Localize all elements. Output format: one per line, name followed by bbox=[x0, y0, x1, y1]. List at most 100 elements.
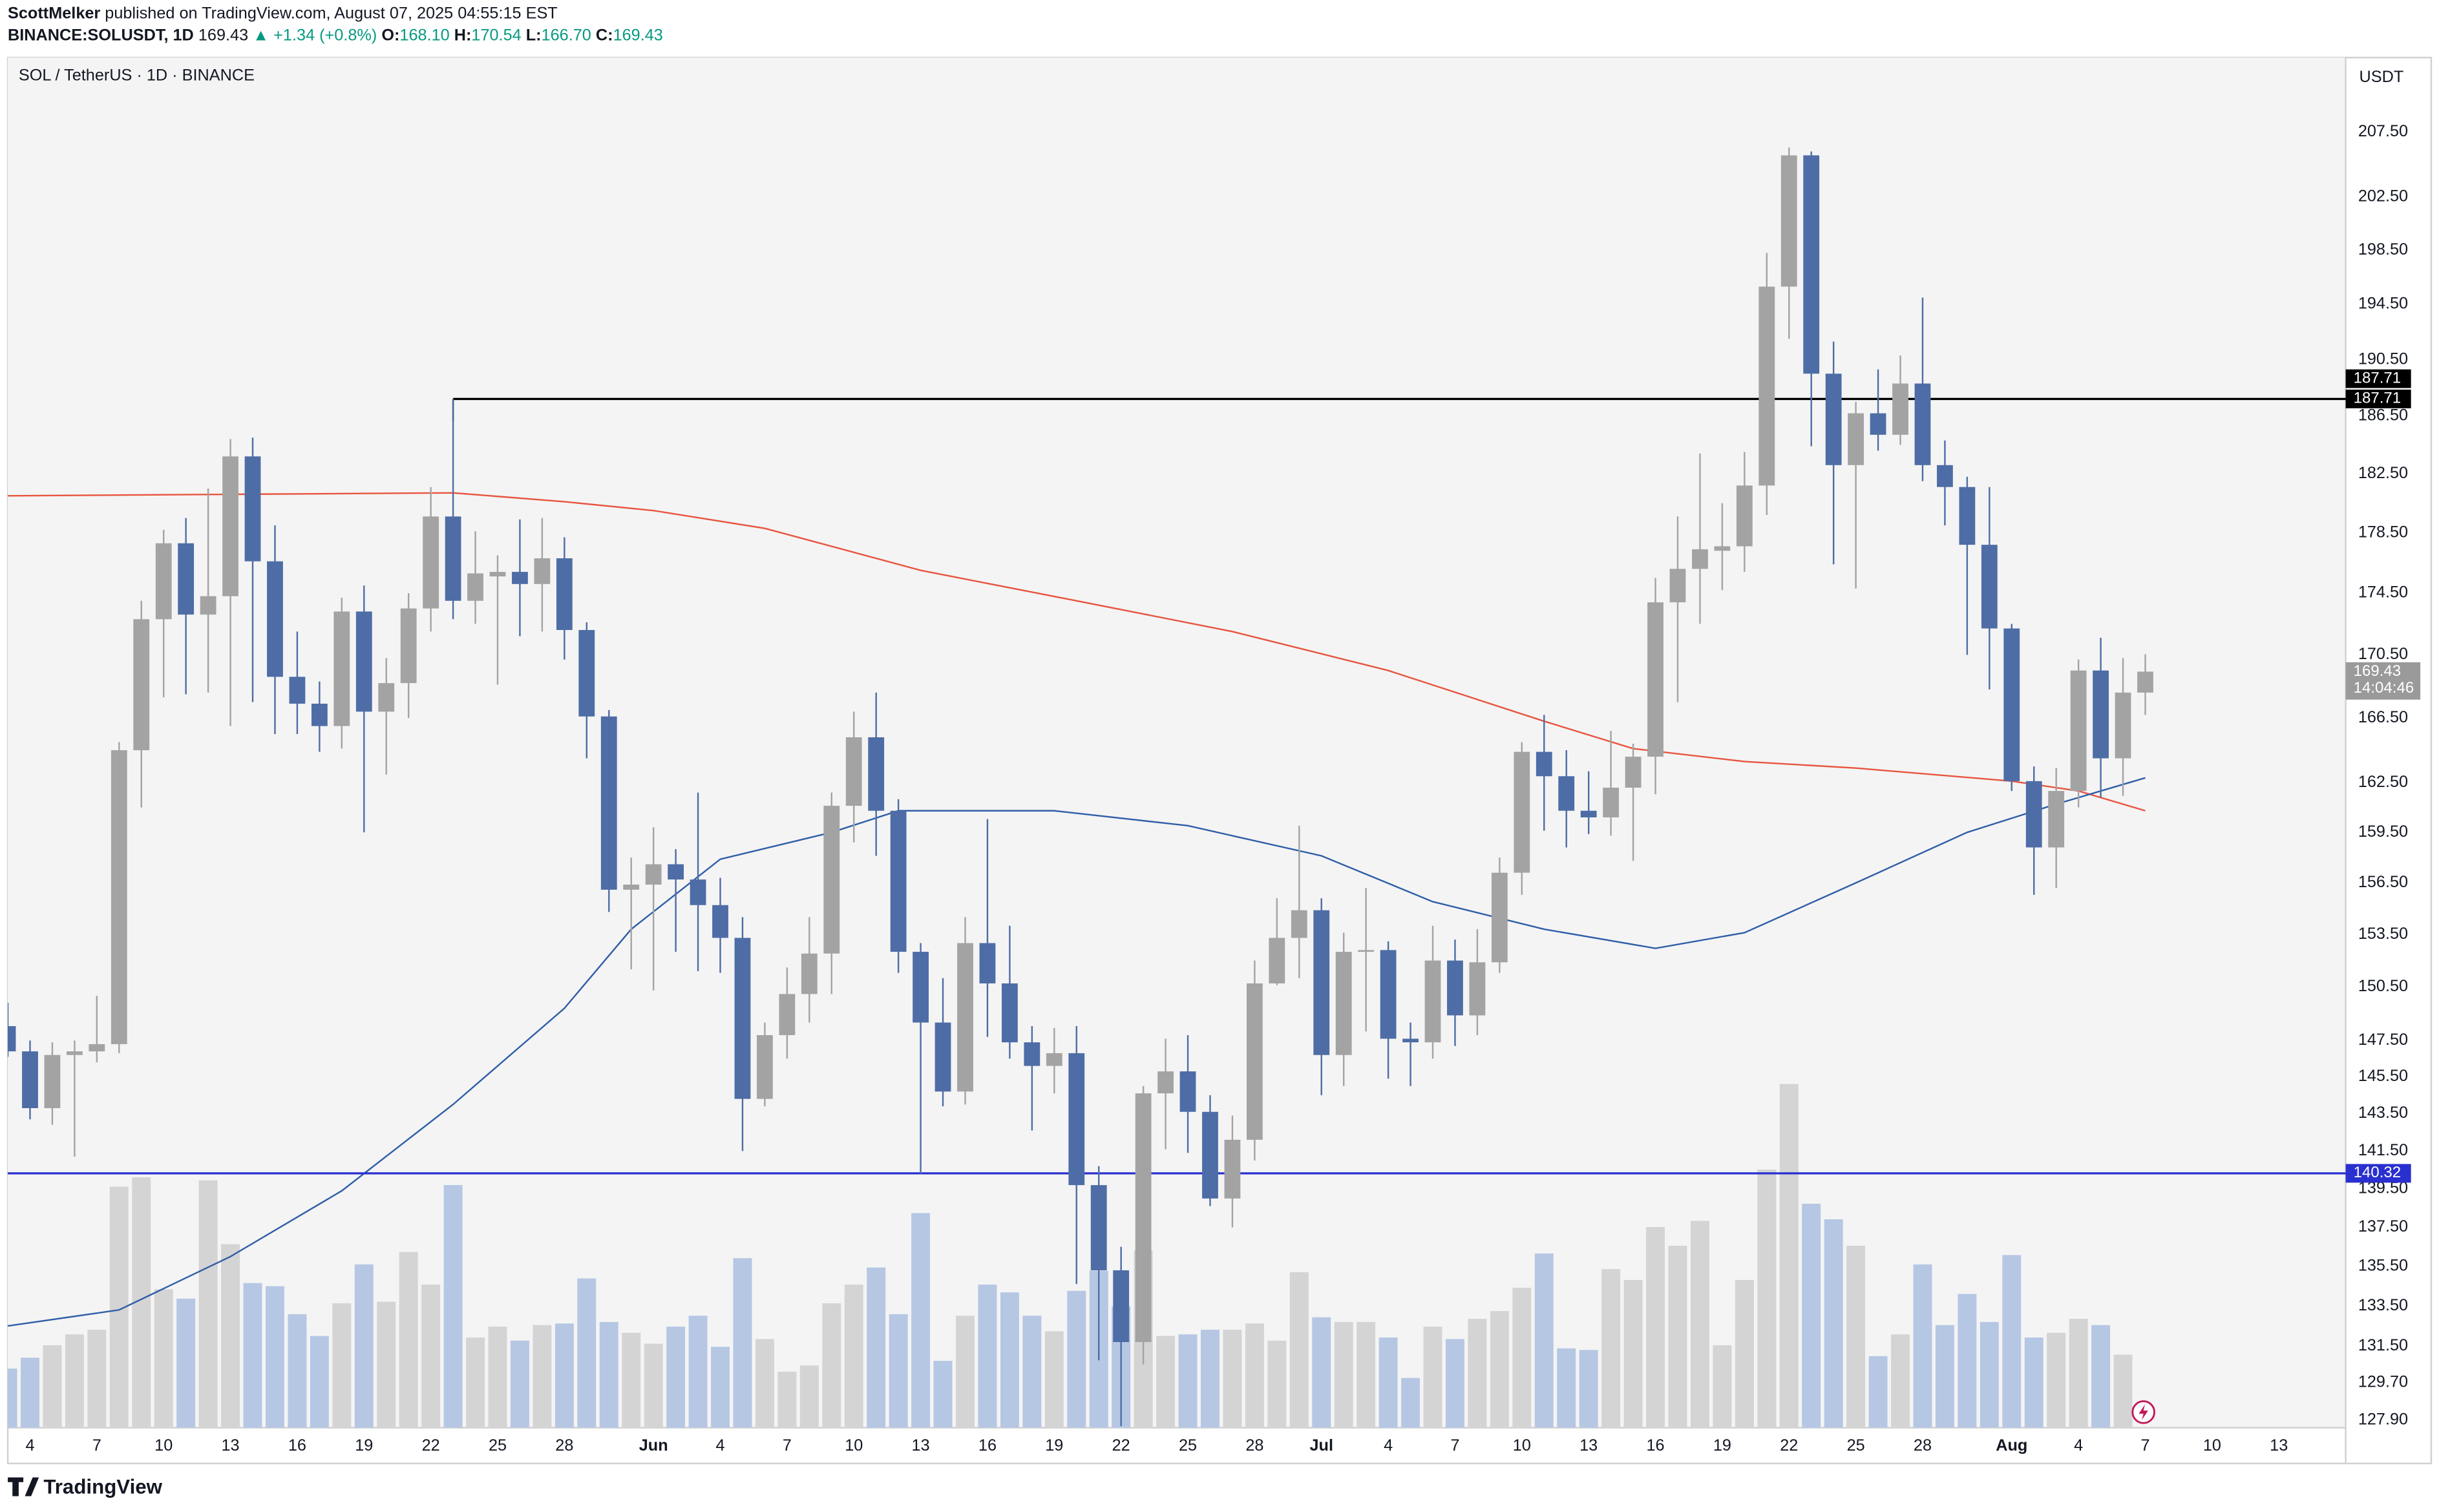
x-tick-label: 25 bbox=[489, 1436, 507, 1454]
candle-body bbox=[2137, 671, 2153, 693]
x-tick-label: 28 bbox=[555, 1436, 573, 1454]
x-tick-label: 13 bbox=[912, 1436, 930, 1454]
volume-bar bbox=[533, 1325, 552, 1428]
y-tick-label: 145.50 bbox=[2358, 1067, 2408, 1085]
axis-layer: 127.90129.70131.50133.50135.50137.50139.… bbox=[25, 122, 2421, 1454]
volume-bar bbox=[1289, 1272, 1309, 1428]
price-label-box bbox=[2345, 389, 2411, 408]
candle-body bbox=[957, 943, 973, 1092]
volume-bar bbox=[711, 1347, 730, 1428]
volume-bar bbox=[1668, 1245, 1687, 1428]
volume-bar bbox=[154, 1289, 173, 1428]
y-tick-label: 137.50 bbox=[2358, 1217, 2408, 1235]
volume-bar bbox=[2113, 1354, 2133, 1428]
candle-body bbox=[2025, 781, 2042, 848]
candle-body bbox=[1269, 938, 1285, 983]
volume-bar bbox=[399, 1252, 418, 1428]
x-tick-label: 28 bbox=[1245, 1436, 1263, 1454]
candle-body bbox=[378, 683, 395, 712]
volume-bar bbox=[1980, 1321, 1999, 1428]
y-tick-label: 141.50 bbox=[2358, 1141, 2408, 1159]
candle-body bbox=[1981, 545, 1998, 629]
candle-body bbox=[1135, 1093, 1152, 1343]
candle-body bbox=[1313, 910, 1330, 1055]
x-tick-label: 4 bbox=[2074, 1436, 2083, 1454]
volume-bar bbox=[1958, 1294, 1977, 1428]
volume-bar bbox=[1156, 1336, 1176, 1428]
volume-bar bbox=[622, 1332, 641, 1428]
volume-bar bbox=[1713, 1345, 1732, 1428]
candle-body bbox=[1736, 485, 1753, 547]
x-tick-label: 25 bbox=[1847, 1436, 1865, 1454]
countdown-label: 14:04:46 bbox=[2354, 679, 2414, 697]
volume-bar bbox=[1935, 1325, 1954, 1428]
change: ▲ +1.34 (+0.8%) bbox=[253, 26, 377, 44]
x-tick-label: 16 bbox=[1646, 1436, 1664, 1454]
candle-body bbox=[845, 737, 862, 806]
volume-bar bbox=[43, 1345, 62, 1428]
x-tick-label: 13 bbox=[2270, 1436, 2288, 1454]
x-tick-label: 22 bbox=[1112, 1436, 1130, 1454]
candle-body bbox=[1335, 952, 1352, 1055]
volume-bar bbox=[577, 1278, 597, 1428]
price-label-box bbox=[2345, 1164, 2411, 1183]
candle-body bbox=[1580, 810, 1597, 817]
y-tick-label: 150.50 bbox=[2358, 977, 2408, 995]
y-tick-label: 194.50 bbox=[2358, 295, 2408, 313]
candle-body bbox=[1625, 757, 1642, 788]
volume-bar bbox=[799, 1365, 819, 1428]
volume-bar bbox=[65, 1334, 84, 1428]
y-tick-label: 198.50 bbox=[2358, 240, 2408, 258]
y-tick-label: 129.70 bbox=[2358, 1373, 2408, 1391]
last-price-box bbox=[2345, 662, 2421, 700]
candle-body bbox=[779, 994, 796, 1035]
candle-body bbox=[66, 1051, 83, 1055]
candle-body bbox=[934, 1022, 951, 1092]
volume-bar bbox=[822, 1303, 841, 1428]
candle-body bbox=[868, 737, 885, 811]
candle-body bbox=[89, 1044, 105, 1052]
volume-bar bbox=[1779, 1084, 1799, 1428]
volume-bar bbox=[332, 1303, 352, 1428]
candle-body bbox=[155, 543, 172, 620]
last: 169.43 bbox=[198, 26, 248, 44]
candle-body bbox=[1157, 1071, 1174, 1094]
x-tick-label: Aug bbox=[1996, 1436, 2027, 1454]
volume-bar bbox=[1690, 1221, 1709, 1428]
ma-layer bbox=[8, 492, 2146, 1327]
volume-bar bbox=[2024, 1337, 2043, 1428]
candle-body bbox=[1179, 1071, 1196, 1112]
volume-bar bbox=[2069, 1319, 2088, 1428]
candle-body bbox=[890, 810, 907, 952]
candle-body bbox=[1825, 373, 1842, 465]
last-price-label: 169.43 bbox=[2354, 662, 2402, 680]
logo-text: TradingView bbox=[43, 1476, 162, 1498]
x-tick-label: 7 bbox=[2140, 1436, 2149, 1454]
candle-body bbox=[823, 806, 840, 954]
candle-body bbox=[1491, 872, 1508, 963]
volume-bar bbox=[243, 1283, 262, 1428]
author: ScottMelker bbox=[8, 4, 100, 22]
candle-body bbox=[133, 619, 150, 751]
candle-body bbox=[2048, 791, 2065, 848]
candle-body bbox=[178, 543, 195, 615]
volume-bar bbox=[889, 1314, 908, 1428]
volume-bar bbox=[933, 1361, 953, 1428]
volume-bar bbox=[867, 1267, 886, 1428]
volume-bar bbox=[488, 1327, 507, 1428]
candle-body bbox=[267, 561, 283, 677]
volume-bar bbox=[354, 1264, 374, 1428]
volume-bar bbox=[1735, 1279, 1754, 1428]
volume-bar bbox=[1646, 1227, 1665, 1428]
volume-bar bbox=[1824, 1219, 1843, 1428]
x-tick-label: 10 bbox=[2203, 1436, 2221, 1454]
volume-bar bbox=[1446, 1339, 1464, 1428]
candle-body bbox=[690, 879, 706, 905]
x-tick-label: 16 bbox=[978, 1436, 997, 1454]
candle-body bbox=[1892, 383, 1908, 435]
candle-body bbox=[22, 1051, 38, 1108]
volume-bar bbox=[688, 1316, 708, 1428]
volume-bar bbox=[1044, 1331, 1064, 1428]
volume-bar bbox=[87, 1329, 107, 1428]
candle-body bbox=[1714, 546, 1731, 551]
